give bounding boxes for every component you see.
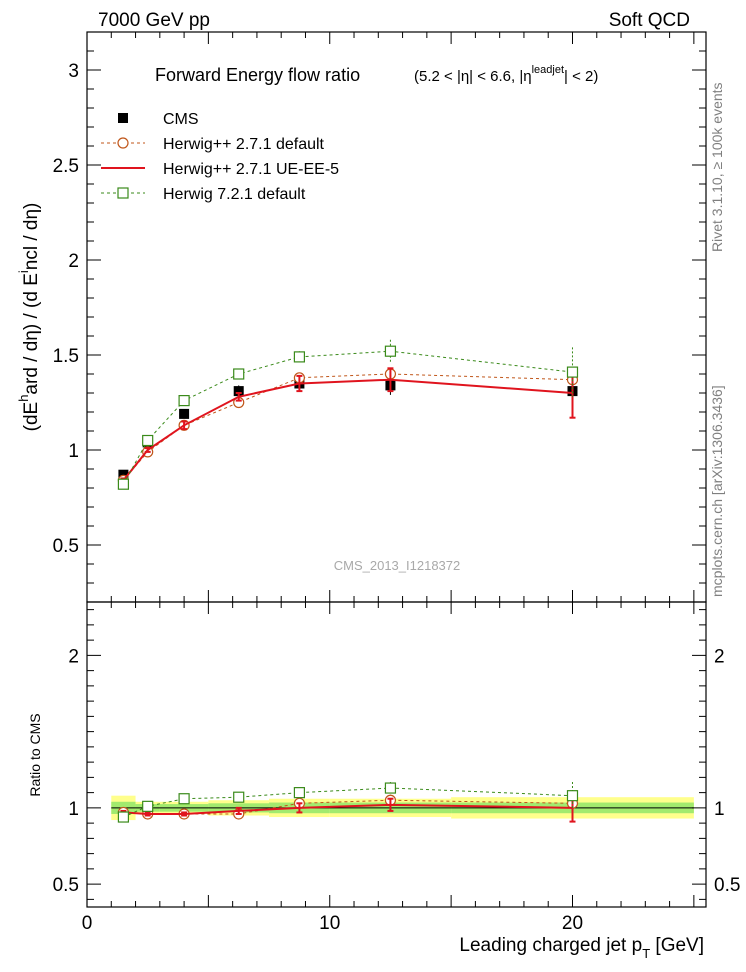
rivet-version-label: Rivet 3.1.10, ≥ 100k events [709, 82, 725, 252]
analysis-id: CMS_2013_I1218372 [334, 558, 461, 573]
ratio-series-2-point [233, 791, 245, 803]
ratio-series-2-point [293, 787, 306, 799]
main-series-3-point [293, 351, 306, 363]
xlabel-part2: [GeV] [650, 935, 704, 956]
main-panel: 0.5 1 1.5 2 2.5 3 Forward Energy flow ratio (… [16, 31, 707, 603]
ratio-series-2-point [117, 811, 130, 823]
main-series-0-point [118, 469, 129, 480]
legend: CMS Herwig++ 2.7.1 default Herwig++ 2.7.1 … [101, 111, 339, 203]
ylabel-part2: ard / dη) / (d E [21, 273, 42, 394]
main-series-3-point [384, 345, 397, 357]
main-series-layer [117, 339, 579, 490]
xlabel-part1: Leading charged jet p [459, 935, 642, 956]
main-title-text: Forward Energy flow ratio [155, 65, 360, 85]
ratio-series-2-point [178, 793, 190, 805]
ylabel-part3: ncl / dη) [21, 203, 42, 271]
legend-label-2: Herwig++ 2.7.1 UE-EE-5 [163, 161, 339, 178]
main-title-cuts: (5.2 < |η| < 6.6, |ηleadjet| < 2) [414, 64, 598, 85]
main-ytick-label: 2.5 [53, 156, 79, 177]
ratio-ytick-label-right: 0.5 [714, 875, 740, 896]
main-series-2-line [122, 378, 573, 482]
ylabel-sup2: i [16, 270, 31, 273]
main-series-0-point [179, 408, 190, 419]
main-y-axis-label: (dEhard / dη) / (d Eincl / dη) [16, 203, 42, 432]
ratio-axes: 0.5 0.51 12 20 10 20 [53, 601, 740, 934]
main-ytick-label: 1.5 [53, 346, 79, 367]
main-series-3-point [233, 368, 245, 380]
ratio-ytick-label: 0.5 [53, 875, 79, 896]
ratio-series-2-point [384, 782, 397, 794]
ratio-ytick-label: 1 [68, 799, 79, 820]
main-ytick-label: 2 [68, 251, 79, 272]
main-series-3-point [178, 395, 190, 407]
legend-label-0: CMS [163, 111, 199, 128]
main-ytick-label: 3 [68, 61, 79, 82]
x-tick-label: 0 [82, 913, 93, 934]
ratio-series-2-point [566, 790, 579, 802]
x-axis-label: Leading charged jet pT [GeV] [459, 935, 704, 961]
legend-label-3: Herwig 7.2.1 default [163, 186, 306, 203]
title-cuts-part2: | < 2) [564, 68, 598, 85]
main-series-3-point [117, 478, 130, 490]
ratio-series-layer [117, 781, 579, 823]
main-series-3-point [566, 366, 579, 378]
main-series-1-line [123, 373, 573, 481]
ratio-y-axis-label: Ratio to CMS [27, 713, 43, 796]
main-ytick-label: 0.5 [53, 536, 79, 557]
main-series-3-line [122, 350, 573, 485]
ylabel-part1: (dE [21, 402, 42, 432]
ratio-panel: 0.5 0.51 12 20 10 20 Ratio to CMS Leading cha… [27, 601, 740, 961]
ratio-uncertainty-band [111, 795, 694, 821]
legend-marker-0 [118, 113, 128, 123]
ratio-series-2-point [142, 800, 154, 812]
xlabel-subscript: T [642, 946, 650, 961]
ratio-ytick-label-right: 2 [714, 646, 725, 667]
ratio-frame [86, 601, 707, 908]
main-series-3-point [142, 434, 154, 447]
legend-marker-1 [117, 137, 129, 149]
main-axes: 0.5 1 1.5 2 2.5 3 [53, 31, 707, 603]
legend-label-1: Herwig++ 2.7.1 default [163, 136, 325, 153]
main-series-0-point [233, 386, 244, 397]
main-ytick-label: 1 [68, 441, 79, 462]
x-tick-label: 10 [319, 913, 340, 934]
ylabel-sup1: h [16, 395, 31, 402]
main-title: Forward Energy flow ratio [155, 65, 360, 85]
header-category: Soft QCD [609, 10, 690, 31]
x-tick-label: 20 [562, 913, 583, 934]
mcplots-label: mcplots.cern.ch [arXiv:1306.3436] [709, 385, 725, 597]
legend-marker-3 [117, 187, 129, 199]
header-energy: 7000 GeV pp [98, 10, 210, 31]
ratio-ytick-label: 2 [68, 646, 79, 667]
ratio-ytick-label-right: 1 [714, 799, 725, 820]
title-cuts-part1: (5.2 < |η| < 6.6, |η [414, 68, 532, 85]
title-cuts-superscript: leadjet [532, 64, 564, 76]
